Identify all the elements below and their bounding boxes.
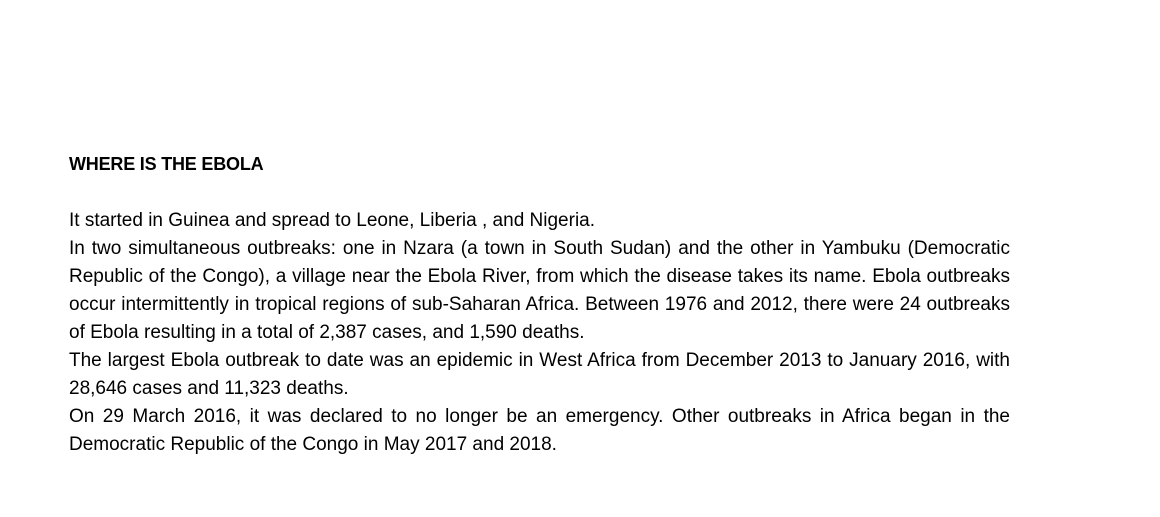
paragraph-origin: It started in Guinea and spread to Leone… xyxy=(69,210,596,231)
paragraph-outbreaks: In two simultaneous outbreaks: one in Nz… xyxy=(69,238,1010,343)
document-heading: WHERE IS THE EBOLA xyxy=(69,154,264,174)
document-body: It started in Guinea and spread to Leone… xyxy=(69,207,1010,459)
paragraph-largest-outbreak: The largest Ebola outbreak to date was a… xyxy=(69,350,1010,399)
document-page: WHERE IS THE EBOLA It started in Guinea … xyxy=(69,153,1010,459)
paragraph-emergency-end: On 29 March 2016, it was declared to no … xyxy=(69,406,1010,455)
